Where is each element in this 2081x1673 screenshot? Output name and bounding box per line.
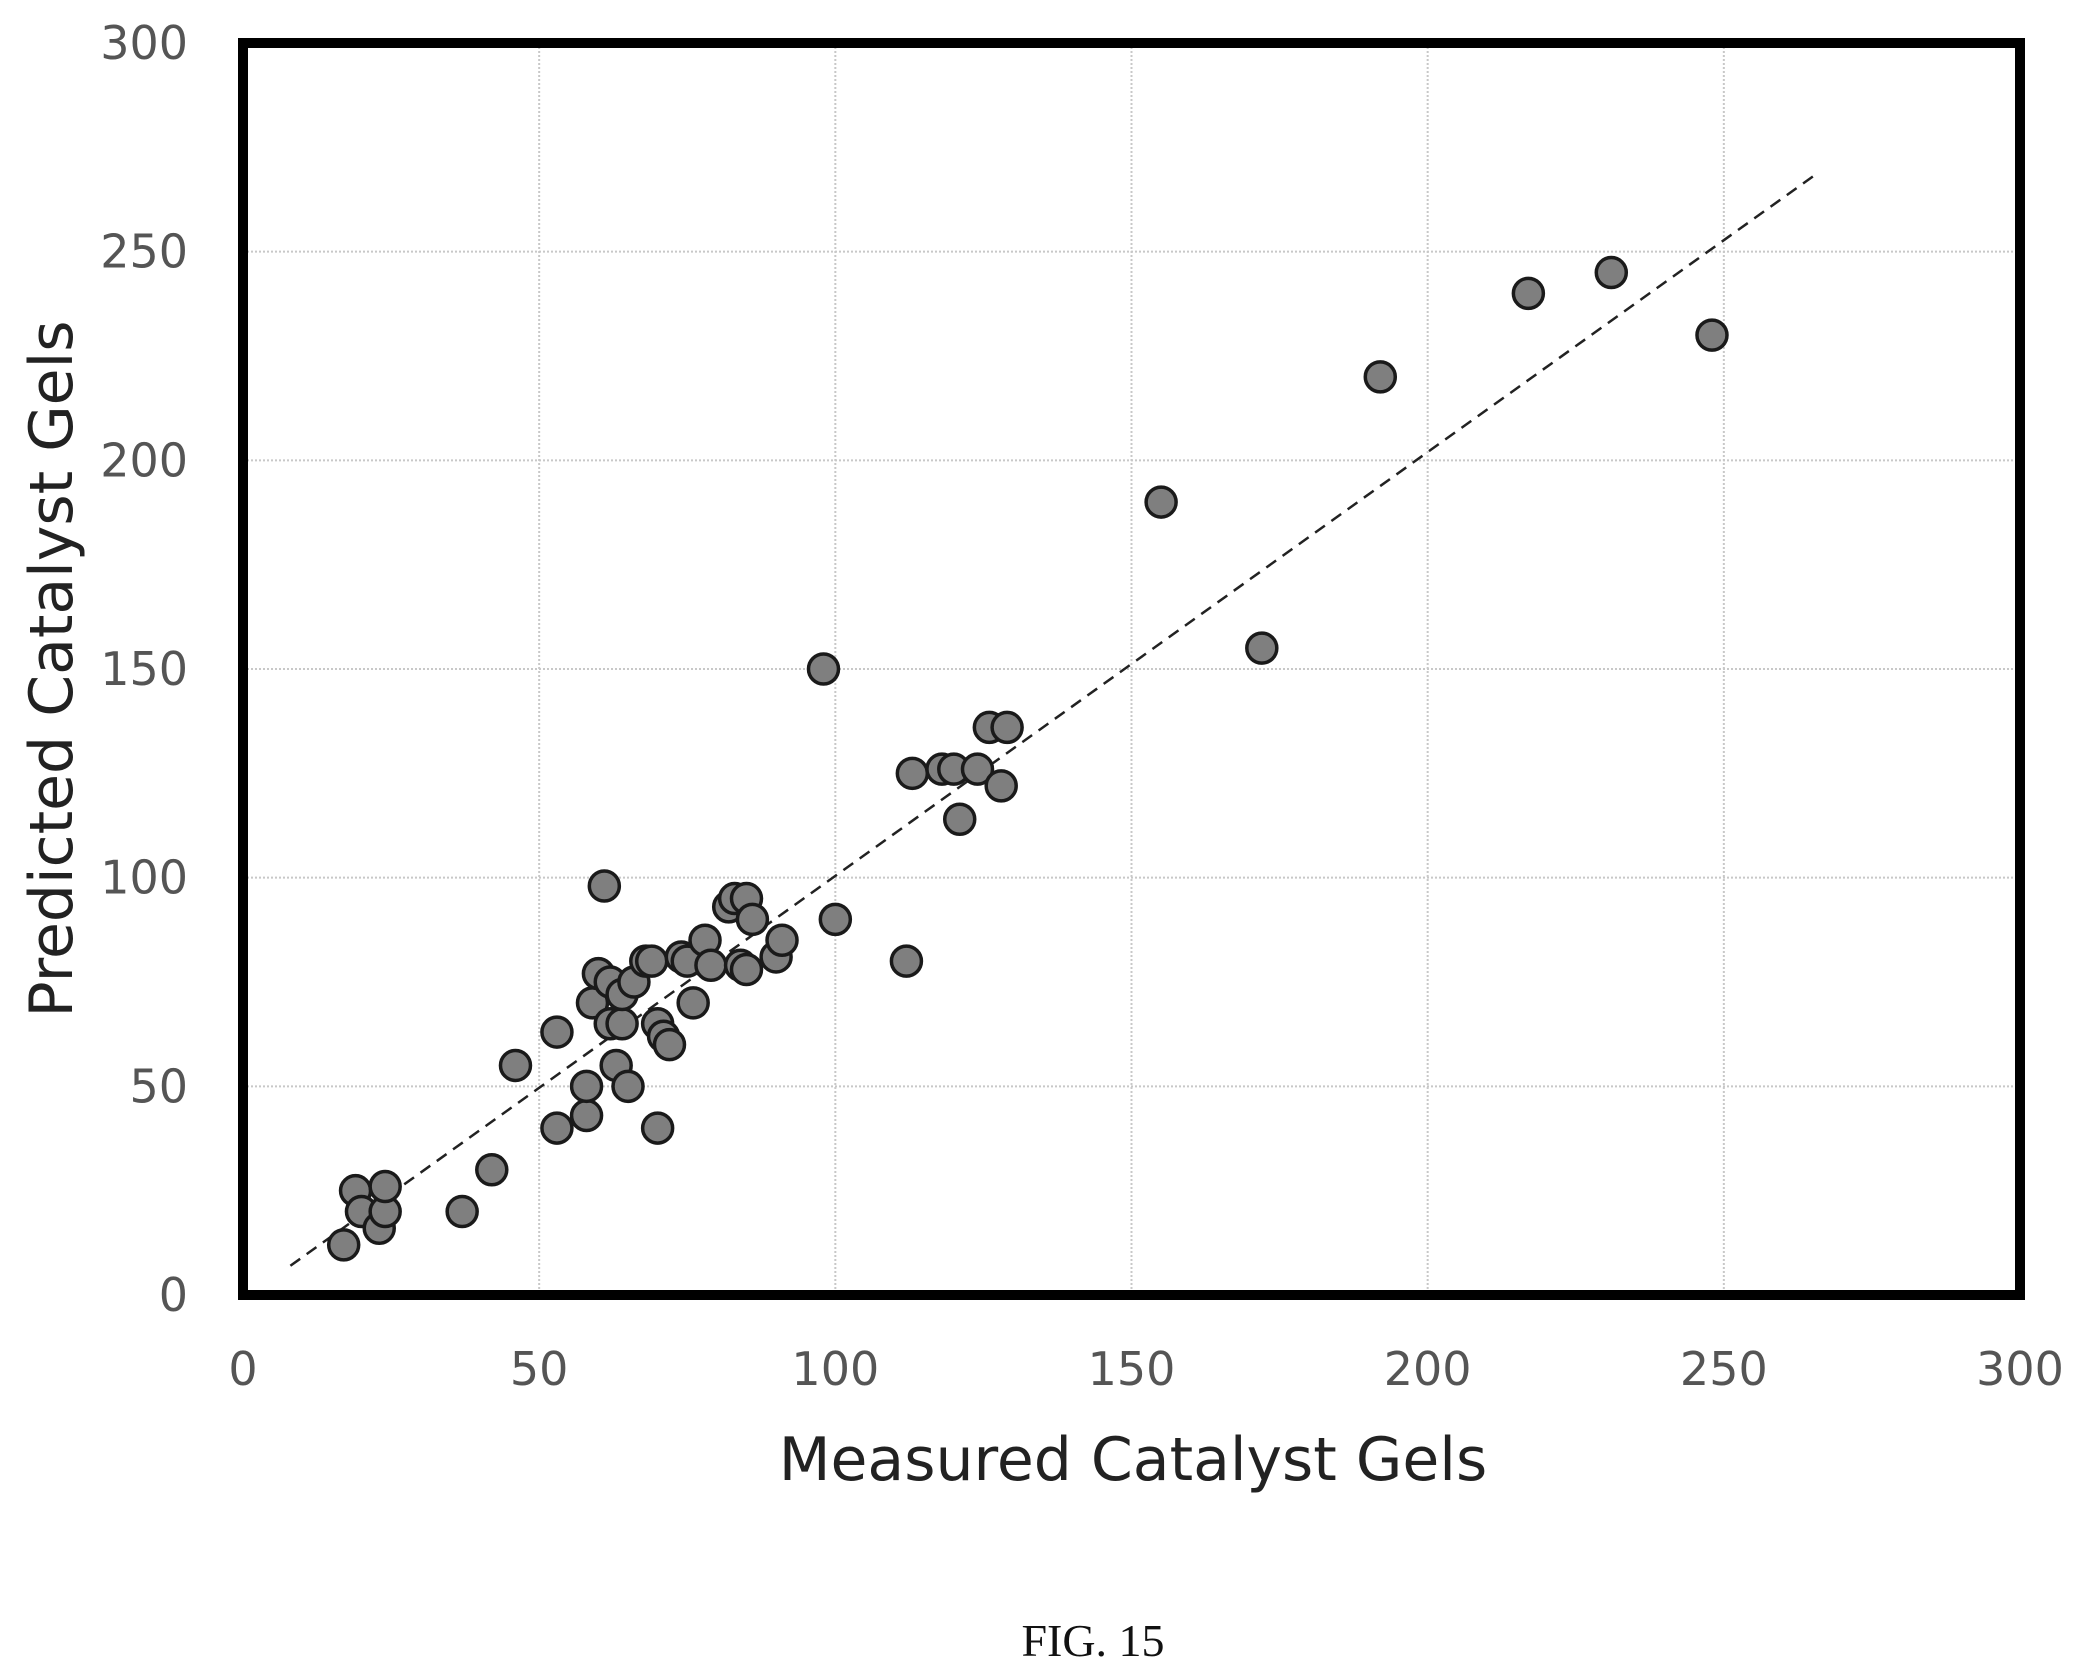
data-point (652, 1027, 687, 1062)
y-tick-label: 50 (129, 1059, 188, 1113)
x-tick-label: 0 (228, 1342, 257, 1396)
data-point (1695, 318, 1729, 352)
data-point (326, 1228, 361, 1262)
data-point (1594, 255, 1629, 290)
x-tick-label: 100 (791, 1342, 879, 1396)
data-points (326, 255, 1729, 1262)
x-tick-label: 50 (510, 1342, 569, 1396)
data-point (445, 1194, 479, 1229)
data-point (806, 652, 841, 686)
data-point (990, 710, 1024, 745)
x-tick-label: 200 (1384, 1342, 1472, 1396)
trend-line-group (289, 171, 1820, 1267)
data-point (634, 944, 669, 978)
y-tick-label: 300 (100, 16, 188, 70)
grid-lines (243, 43, 2020, 1295)
trend-line (289, 171, 1820, 1267)
plot-area-frame (238, 38, 2025, 1300)
x-tick-label: 150 (1088, 1342, 1176, 1396)
y-axis-ticks: 0 50 100 150 200 250 300 (100, 16, 188, 1322)
y-tick-label: 250 (100, 225, 188, 279)
data-point (676, 986, 710, 1020)
data-point (475, 1153, 509, 1187)
data-point (540, 1015, 574, 1049)
y-tick-label: 0 (159, 1268, 188, 1322)
data-point (735, 902, 770, 937)
data-point (765, 923, 799, 958)
data-point (640, 1111, 675, 1145)
data-point (889, 944, 924, 978)
data-point (960, 752, 995, 786)
y-axis-title: Predicted Catalyst Gels (17, 320, 87, 1017)
data-point (1144, 485, 1178, 519)
figure-caption: FIG. 15 (1021, 1615, 1164, 1666)
data-point (895, 756, 930, 791)
x-tick-label: 250 (1680, 1342, 1768, 1396)
data-point (1511, 276, 1546, 311)
data-point (587, 869, 622, 903)
data-point (569, 1069, 604, 1104)
data-point (1363, 360, 1398, 394)
data-point (818, 902, 853, 937)
data-point (368, 1169, 402, 1204)
data-point (694, 948, 728, 983)
data-point (540, 1111, 574, 1145)
data-point (942, 802, 977, 836)
data-point (984, 769, 1018, 803)
data-point (729, 952, 764, 987)
data-point (605, 1006, 639, 1041)
y-tick-label: 100 (100, 851, 188, 905)
data-point (569, 1098, 604, 1133)
data-point (1245, 631, 1279, 665)
data-point (498, 1048, 533, 1083)
y-tick-label: 200 (100, 433, 188, 487)
x-axis-title: Measured Catalyst Gels (779, 1425, 1488, 1495)
x-tick-label: 300 (1976, 1342, 2064, 1396)
data-point (611, 1069, 645, 1104)
y-tick-label: 150 (100, 642, 188, 696)
x-axis-ticks: 0 50 100 150 200 250 300 (228, 1342, 2064, 1396)
